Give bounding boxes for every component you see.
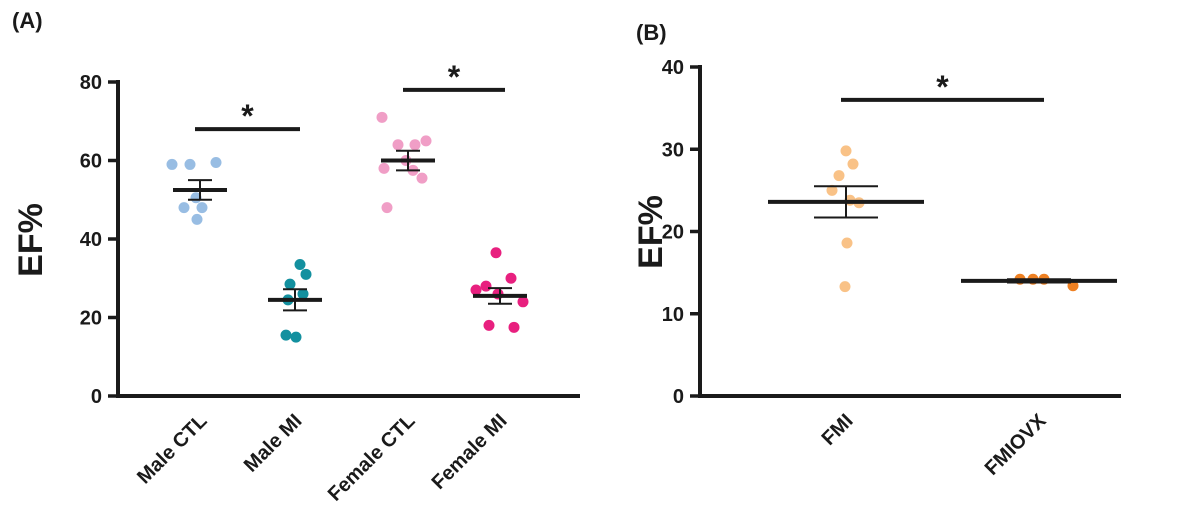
panel-b-y-tick-label: 0 <box>673 386 684 408</box>
panel-a-data-point <box>420 135 432 147</box>
panel-a-y-tick-label: 0 <box>91 386 102 408</box>
panel-a-y-axis-label: EF% <box>12 203 50 277</box>
panel-a-data-point <box>294 259 306 271</box>
panel-a-data-point <box>376 111 388 123</box>
panel-a-category-label: Female CTL <box>324 410 420 506</box>
panel-a-category-label: Female MI <box>428 410 512 494</box>
panel-a-data-point <box>297 288 309 300</box>
panel-b-data-point <box>833 170 845 182</box>
panel-a-data-point <box>381 202 393 214</box>
panel-a-y-tick-label: 60 <box>80 151 102 173</box>
panel-a-y-tick-label: 40 <box>80 229 102 251</box>
panel-a-data-point <box>178 202 190 214</box>
panel-a-data-point <box>517 296 529 308</box>
panel-b-label: (B) <box>636 20 667 45</box>
panel-b-y-tick-label: 30 <box>662 139 684 161</box>
panel-a-data-point <box>483 319 495 331</box>
panel-a-data-point <box>470 284 482 296</box>
panel-a-data-point <box>191 213 203 225</box>
panel-a-data-point <box>409 139 421 151</box>
panel-b-data-point <box>839 281 851 293</box>
panel-a-y-tick-label: 80 <box>80 72 102 94</box>
panel-a-data-point <box>196 202 208 214</box>
panel-a-data-point <box>184 158 196 170</box>
panel-a-data-point <box>490 247 502 259</box>
panel-a-data-point <box>392 139 404 151</box>
panel-a-data-point <box>284 278 296 290</box>
panel-a-data-point <box>290 331 302 343</box>
panel-a-data-point <box>378 162 390 174</box>
panel-a-data-point <box>166 158 178 170</box>
panel-a-data-point <box>480 280 492 292</box>
panel-a-data-point <box>508 321 520 333</box>
panel-b-category-label: FMIOVX <box>981 410 1051 480</box>
panel-a-data-point <box>280 329 292 341</box>
panel-b-data-point <box>826 184 838 196</box>
panel-a-category-label: Male CTL <box>133 410 211 488</box>
panel-a-label: (A) <box>12 8 43 33</box>
panel-a-significance-star: * <box>448 59 461 95</box>
panel-b-category-label: FMI <box>818 410 858 450</box>
panel-a-category-label: Male MI <box>240 410 307 477</box>
panel-b-y-tick-label: 40 <box>662 57 684 79</box>
panel-b-significance-star: * <box>936 69 949 105</box>
panel-a-y-tick-label: 20 <box>80 308 102 330</box>
panel-a-data-point <box>416 172 428 184</box>
panel-b-data-point <box>847 158 859 170</box>
panel-b-data-point <box>841 237 853 249</box>
panel-a-significance-star: * <box>241 98 254 134</box>
panel-a-data-point <box>300 268 312 280</box>
panel-b-data-point <box>840 145 852 157</box>
panel-a-data-point <box>505 272 517 284</box>
panel-b-y-tick-label: 10 <box>662 304 684 326</box>
panel-b-y-axis-label: EF% <box>632 195 670 269</box>
panel-a-data-point <box>210 156 222 168</box>
panel-b-y-tick-label: 20 <box>662 222 684 244</box>
